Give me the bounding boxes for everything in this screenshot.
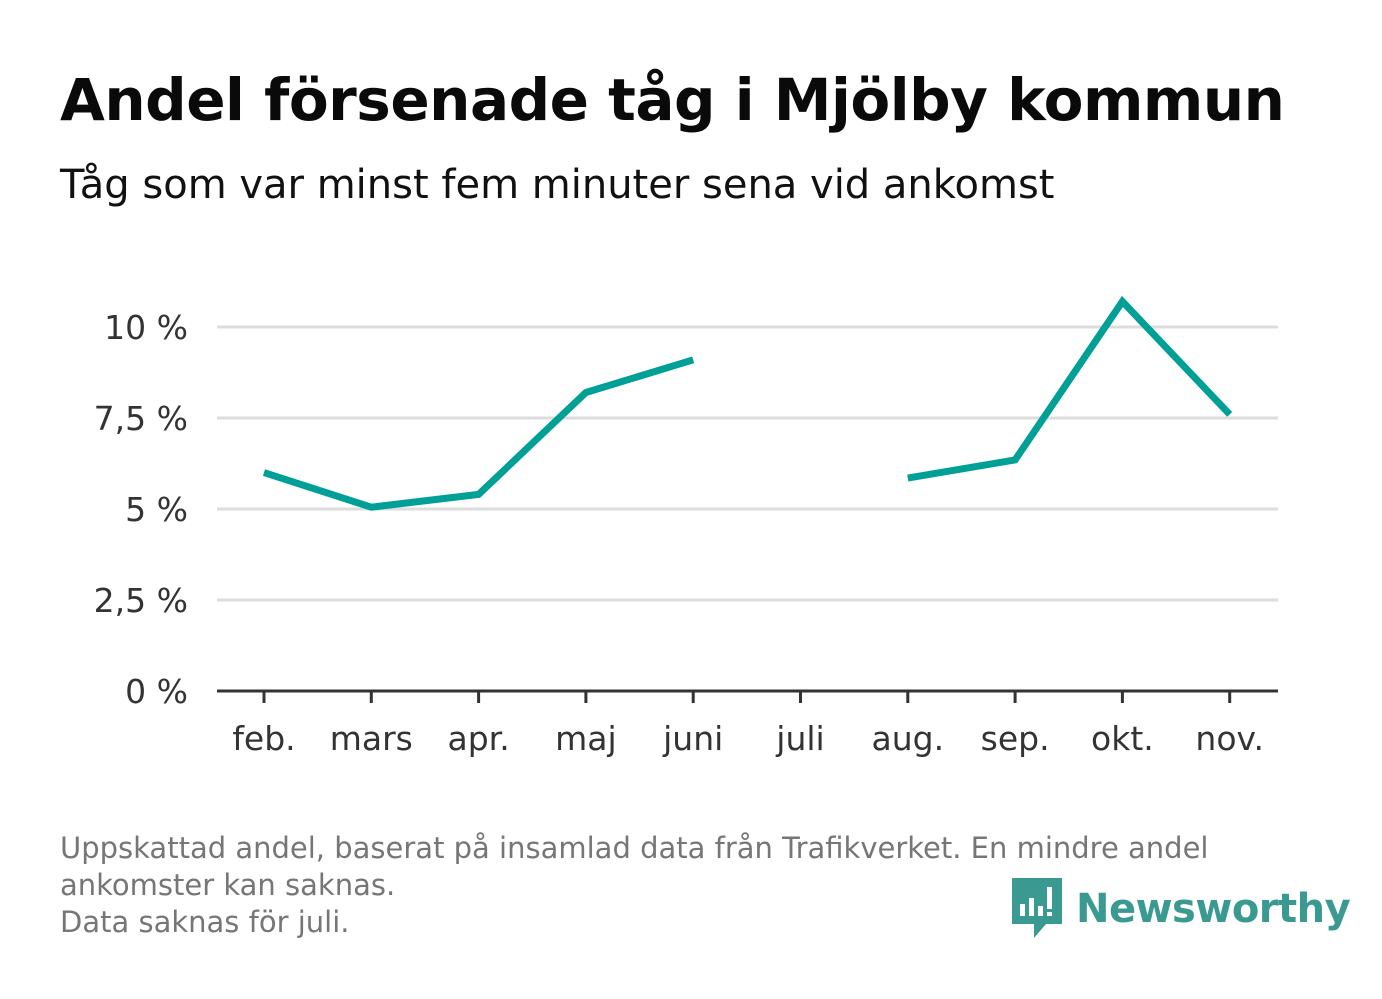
chart-title: Andel försenade tåg i Mjölby kommun <box>60 66 1285 134</box>
x-tick-label: maj <box>555 719 617 758</box>
x-tick-label: sep. <box>981 719 1050 758</box>
x-tick-label: aug. <box>872 719 945 758</box>
x-tick-label: juli <box>775 719 824 758</box>
y-tick-label: 5 % <box>125 490 188 529</box>
data-series <box>262 295 1233 511</box>
brand-name: Newsworthy <box>1076 886 1351 932</box>
x-tick-label: okt. <box>1091 719 1154 758</box>
x-tick-label: mars <box>330 719 413 758</box>
x-tick-label: apr. <box>447 719 509 758</box>
y-axis-ticks: 0 % 2,5 % 5 % 7,5 % 10 % <box>94 308 188 711</box>
x-axis-ticks: feb. mars apr. maj juni juli aug. sep. okt. nov. <box>232 691 1264 758</box>
series-line-segment <box>907 295 1233 482</box>
gridlines <box>217 325 1278 602</box>
y-tick-label: 2,5 % <box>94 581 188 620</box>
footnote-line-2: ankomster kan saknas. <box>60 868 396 902</box>
footnote-line-1: Uppskattad andel, baserat på insamlad da… <box>60 831 1209 865</box>
brand-logo[interactable]: Newsworthy <box>1012 878 1351 940</box>
y-tick-label: 7,5 % <box>94 399 188 438</box>
footnote-line-3: Data saknas för juli. <box>60 905 350 939</box>
chart-subtitle: Tåg som var minst fem minuter sena vid a… <box>60 162 1055 208</box>
footnote: Uppskattad andel, baserat på insamlad da… <box>60 830 1320 941</box>
x-tick-label: feb. <box>232 719 295 758</box>
newsworthy-logo-icon <box>1012 878 1062 938</box>
y-tick-label: 0 % <box>125 672 188 711</box>
x-tick-label: juni <box>662 719 723 758</box>
x-tick-label: nov. <box>1195 719 1264 758</box>
y-tick-label: 10 % <box>104 308 188 347</box>
series-line-segment <box>262 356 695 511</box>
